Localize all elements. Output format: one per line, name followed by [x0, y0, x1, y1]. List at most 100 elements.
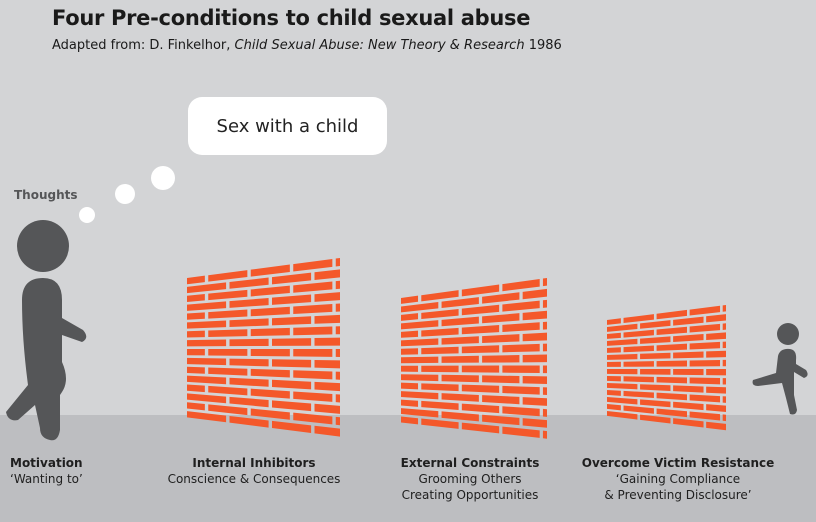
- brick: [623, 405, 654, 414]
- brick: [441, 411, 479, 422]
- brick: [482, 334, 520, 343]
- brick: [229, 396, 269, 408]
- brick: [250, 388, 290, 399]
- brick: [272, 379, 312, 390]
- brick: [640, 320, 671, 329]
- brick: [250, 327, 290, 337]
- brick: [314, 381, 340, 392]
- brick: [229, 338, 269, 347]
- brick: [722, 323, 726, 330]
- brick: [461, 384, 500, 393]
- brick-wall-1: [187, 258, 340, 437]
- brick: [208, 270, 248, 282]
- brick: [421, 290, 459, 302]
- brick: [187, 393, 227, 404]
- brick: [522, 418, 547, 428]
- brick: [208, 329, 248, 338]
- brick: [421, 418, 459, 429]
- brick: [607, 376, 621, 382]
- brick: [441, 374, 479, 383]
- brick: [722, 396, 726, 403]
- brick: [293, 281, 333, 293]
- brick: [335, 349, 340, 357]
- brick: [272, 359, 312, 368]
- brick: [421, 327, 459, 337]
- brick: [187, 294, 205, 302]
- brick: [502, 343, 540, 353]
- brick: [656, 309, 687, 320]
- brick: [208, 385, 248, 396]
- brick: [673, 369, 704, 376]
- brick: [656, 343, 687, 351]
- brick: [542, 299, 547, 308]
- brick: [607, 397, 638, 405]
- brick: [522, 288, 547, 300]
- brick: [272, 316, 312, 326]
- brick: [640, 414, 671, 424]
- stage-overcome-victim-resistance: Overcome Victim Resistance ‘Gaining Compl…: [581, 456, 775, 502]
- brick: [722, 378, 726, 385]
- brick: [482, 355, 520, 363]
- brick: [272, 294, 312, 305]
- brick: [401, 408, 439, 418]
- brick: [250, 264, 290, 277]
- brick: [208, 404, 248, 416]
- brick: [689, 323, 721, 333]
- brick: [502, 279, 540, 292]
- brick: [607, 361, 621, 367]
- brick: [401, 330, 419, 338]
- brick: [272, 400, 312, 412]
- brick: [401, 301, 439, 313]
- brick: [229, 377, 269, 387]
- brick: [293, 370, 333, 380]
- brick: [522, 354, 547, 363]
- brick: [401, 391, 439, 400]
- brick: [229, 277, 269, 289]
- brick: [187, 301, 227, 311]
- brick: [706, 314, 726, 323]
- brick: [502, 300, 540, 312]
- brick: [401, 374, 439, 382]
- brick: [461, 284, 500, 297]
- brick: [542, 408, 547, 417]
- brick: [502, 365, 540, 374]
- brick: [187, 312, 205, 320]
- brick: [673, 418, 704, 428]
- brick: [607, 318, 621, 325]
- brick: [502, 385, 540, 395]
- brick: [689, 341, 721, 350]
- brick: [607, 369, 638, 375]
- brick: [250, 408, 290, 420]
- brick: [441, 336, 479, 345]
- brick: [335, 258, 340, 267]
- brick: [314, 269, 340, 280]
- brick: [441, 355, 479, 363]
- brick: [502, 426, 540, 438]
- brick: [706, 369, 726, 376]
- stage-internal-inhibitors: Internal Inhibitors Conscience & Conseque…: [167, 456, 341, 486]
- brick: [401, 399, 419, 407]
- brick: [335, 303, 340, 312]
- brick: [522, 376, 547, 385]
- brick: [187, 411, 227, 423]
- brick: [607, 332, 621, 339]
- brick: [689, 359, 721, 367]
- brick-wall-3: [607, 305, 726, 431]
- brick: [706, 404, 726, 412]
- thought-circle-medium: [115, 184, 135, 204]
- brick: [673, 351, 704, 359]
- brick: [640, 384, 671, 391]
- page-title: Four Pre-conditions to child sexual abus…: [52, 6, 531, 30]
- brick: [401, 416, 419, 425]
- brick: [706, 332, 726, 341]
- brick: [607, 383, 638, 390]
- brick: [502, 322, 540, 332]
- brick: [208, 349, 248, 356]
- brick: [421, 383, 459, 392]
- brick: [293, 326, 333, 336]
- brick: [461, 403, 500, 414]
- brick: [689, 394, 721, 403]
- brick: [335, 416, 340, 426]
- brick: [607, 347, 621, 353]
- brick: [542, 430, 547, 439]
